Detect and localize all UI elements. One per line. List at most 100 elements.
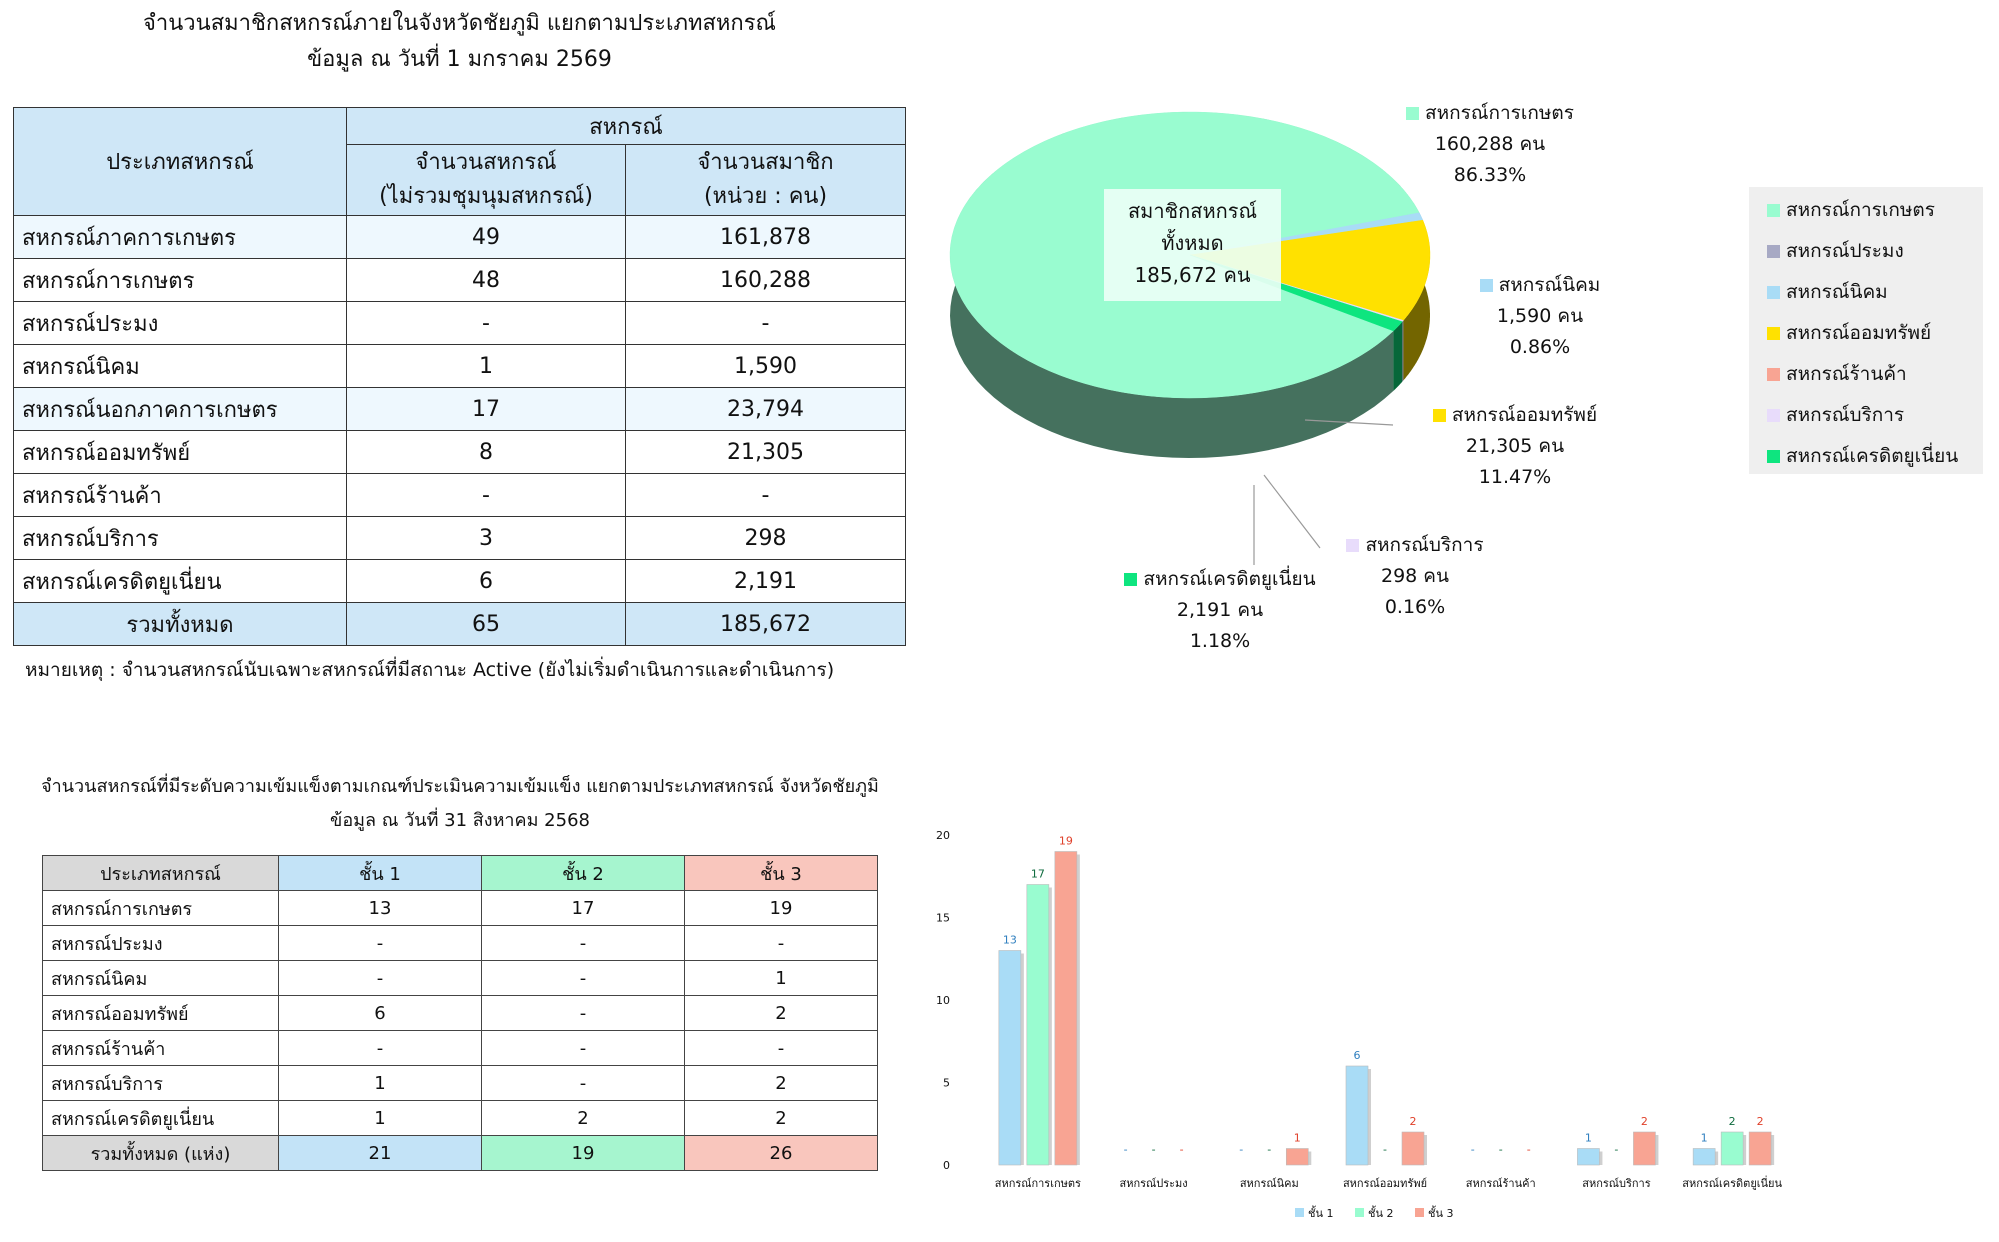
bar-legend-label: ชั้น 1 — [1308, 1205, 1333, 1220]
x-tick-label: สหกรณ์ร้านค้า — [1466, 1177, 1536, 1190]
row-level2: - — [481, 925, 685, 961]
x-tick-label: สหกรณ์เครดิตยูเนี่ยน — [1682, 1175, 1782, 1190]
table-total-row: รวมทั้งหมด 65 185,672 — [13, 602, 906, 646]
row-type: สหกรณ์บริการ — [42, 1065, 279, 1101]
table-row: สหกรณ์ประมง - - - — [42, 925, 878, 961]
pie-label-nikom-name: สหกรณ์นิคม — [1440, 270, 1640, 301]
bar-data-label: - — [1614, 1143, 1618, 1156]
row-count: - — [346, 473, 626, 517]
bar — [1401, 1131, 1425, 1166]
bar-legend-swatch-icon — [1295, 1208, 1304, 1217]
row-level2: - — [481, 1030, 685, 1066]
row-type: สหกรณ์ประมง — [42, 925, 279, 961]
bottom-title: จำนวนสหกรณ์ที่มีระดับความเข้มแข็งตามเกณฑ… — [20, 770, 900, 838]
total-count: 65 — [346, 602, 626, 646]
row-count: 48 — [346, 258, 626, 302]
bar-data-label: - — [1471, 1143, 1475, 1156]
bar — [1285, 1148, 1309, 1166]
swatch-icon — [1767, 450, 1780, 463]
bar-legend-label: ชั้น 3 — [1428, 1205, 1453, 1220]
table-row: สหกรณ์ออมทรัพย์ 8 21,305 — [13, 430, 906, 474]
pie-label-service: สหกรณ์บริการ 298 คน 0.16% — [1320, 530, 1510, 623]
legend-label: สหกรณ์ร้านค้า — [1786, 363, 1907, 385]
row-level3: - — [684, 1030, 878, 1066]
swatch-icon — [1767, 327, 1780, 340]
bar-data-label: 2 — [1729, 1115, 1736, 1128]
table-row: สหกรณ์นอกภาคการเกษตร 17 23,794 — [13, 387, 906, 431]
col-type-header: ประเภทสหกรณ์ — [42, 855, 279, 891]
row-count: 6 — [346, 559, 626, 603]
bar — [1692, 1148, 1716, 1166]
row-members: 2,191 — [625, 559, 906, 603]
row-level1: 6 — [278, 995, 482, 1031]
swatch-icon — [1346, 539, 1360, 552]
row-type: สหกรณ์นอกภาคการเกษตร — [13, 387, 347, 431]
row-type: สหกรณ์ร้านค้า — [42, 1030, 279, 1066]
legend-item: สหกรณ์ออมทรัพย์ — [1767, 318, 1931, 348]
row-type: สหกรณ์ออมทรัพย์ — [13, 430, 347, 474]
bar-data-label: 6 — [1354, 1049, 1361, 1062]
bar-legend-swatch-icon — [1355, 1208, 1364, 1217]
members-table: ประเภทสหกรณ์ สหกรณ์ จำนวนสหกรณ์ (ไม่รวมช… — [13, 107, 906, 646]
col-level1-header: ชั้น 1 — [278, 855, 482, 891]
bar — [1026, 884, 1050, 1166]
bar-data-label: 1 — [1701, 1132, 1708, 1145]
col-count-header-line2: (ไม่รวมชุมนุมสหกรณ์) — [379, 184, 593, 209]
swatch-icon — [1767, 204, 1780, 217]
bar-data-label: - — [1499, 1143, 1503, 1156]
row-count: - — [346, 301, 626, 345]
top-title: จำนวนสมาชิกสหกรณ์ภายในจังหวัดชัยภูมิ แยก… — [13, 6, 906, 78]
row-level3: 2 — [684, 995, 878, 1031]
bar — [998, 950, 1022, 1166]
row-level3: - — [684, 925, 878, 961]
label-value: 1,590 คน — [1496, 305, 1584, 327]
label-name: สหกรณ์เครดิตยูเนี่ยน — [1143, 568, 1316, 590]
row-level1: 13 — [278, 890, 482, 926]
legend-label: สหกรณ์การเกษตร — [1786, 199, 1935, 221]
row-count: 49 — [346, 215, 626, 259]
row-level2: - — [481, 1065, 685, 1101]
y-tick-label: 5 — [943, 1077, 950, 1090]
swatch-icon — [1432, 409, 1446, 422]
label-name: สหกรณ์นิคม — [1498, 274, 1601, 296]
pie-slice-3 — [1189, 219, 1431, 321]
pie-center-line2: ทั้งหมด — [1161, 231, 1224, 255]
swatch-icon — [1767, 368, 1780, 381]
bar-legend-label: ชั้น 2 — [1368, 1205, 1393, 1220]
bar — [1577, 1148, 1600, 1166]
row-members: 21,305 — [625, 430, 906, 474]
bar-chart: 0 5 10 15 20 13 17 19 สหกรณ์การเกษตร - - - สหกรณ์ประ… — [936, 829, 1782, 1220]
label-value: 2,191 คน — [1176, 599, 1264, 621]
pie-side-6 — [1393, 321, 1403, 391]
bar-data-label: 1 — [1585, 1132, 1592, 1145]
bar-data-label: 2 — [1641, 1115, 1648, 1128]
pie-center-line3: 185,672 คน — [1134, 263, 1251, 287]
table-row: สหกรณ์เครดิตยูเนี่ยน 1 2 2 — [42, 1100, 878, 1136]
row-level1: - — [278, 925, 482, 961]
row-type: สหกรณ์นิคม — [13, 344, 347, 388]
table-row: สหกรณ์เครดิตยูเนี่ยน 6 2,191 — [13, 559, 906, 603]
table-row: สหกรณ์ออมทรัพย์ 6 - 2 — [42, 995, 878, 1031]
legend-label: สหกรณ์บริการ — [1786, 404, 1905, 426]
bar-data-label: - — [1383, 1143, 1387, 1156]
table-row: สหกรณ์ร้านค้า - - - — [42, 1030, 878, 1066]
table-row: สหกรณ์บริการ 1 - 2 — [42, 1065, 878, 1101]
row-members: 161,878 — [625, 215, 906, 259]
row-level1: 1 — [278, 1065, 482, 1101]
table-note: หมายเหตุ : จำนวนสหกรณ์นับเฉพาะสหกรณ์ที่ม… — [25, 659, 835, 681]
label-pct: 11.47% — [1478, 466, 1552, 488]
row-type: สหกรณ์ออมทรัพย์ — [42, 995, 279, 1031]
row-type: สหกรณ์การเกษตร — [13, 258, 347, 302]
bottom-title-line1: จำนวนสหกรณ์ที่มีระดับความเข้มแข็งตามเกณฑ… — [41, 776, 879, 797]
table-total-row: รวมทั้งหมด (แห่ง) 21 19 26 — [42, 1135, 878, 1171]
row-members: - — [625, 301, 906, 345]
col-members-header-line1: จำนวนสมาชิก — [697, 150, 834, 175]
row-count: 3 — [346, 516, 626, 560]
bar-data-label: - — [1152, 1143, 1156, 1156]
row-type: สหกรณ์ร้านค้า — [13, 473, 347, 517]
bar — [1720, 1131, 1744, 1166]
table-row: สหกรณ์ประมง - - — [13, 301, 906, 345]
row-type: สหกรณ์ประมง — [13, 301, 347, 345]
row-level3: 2 — [684, 1100, 878, 1136]
table-row: สหกรณ์บริการ 3 298 — [13, 516, 906, 560]
